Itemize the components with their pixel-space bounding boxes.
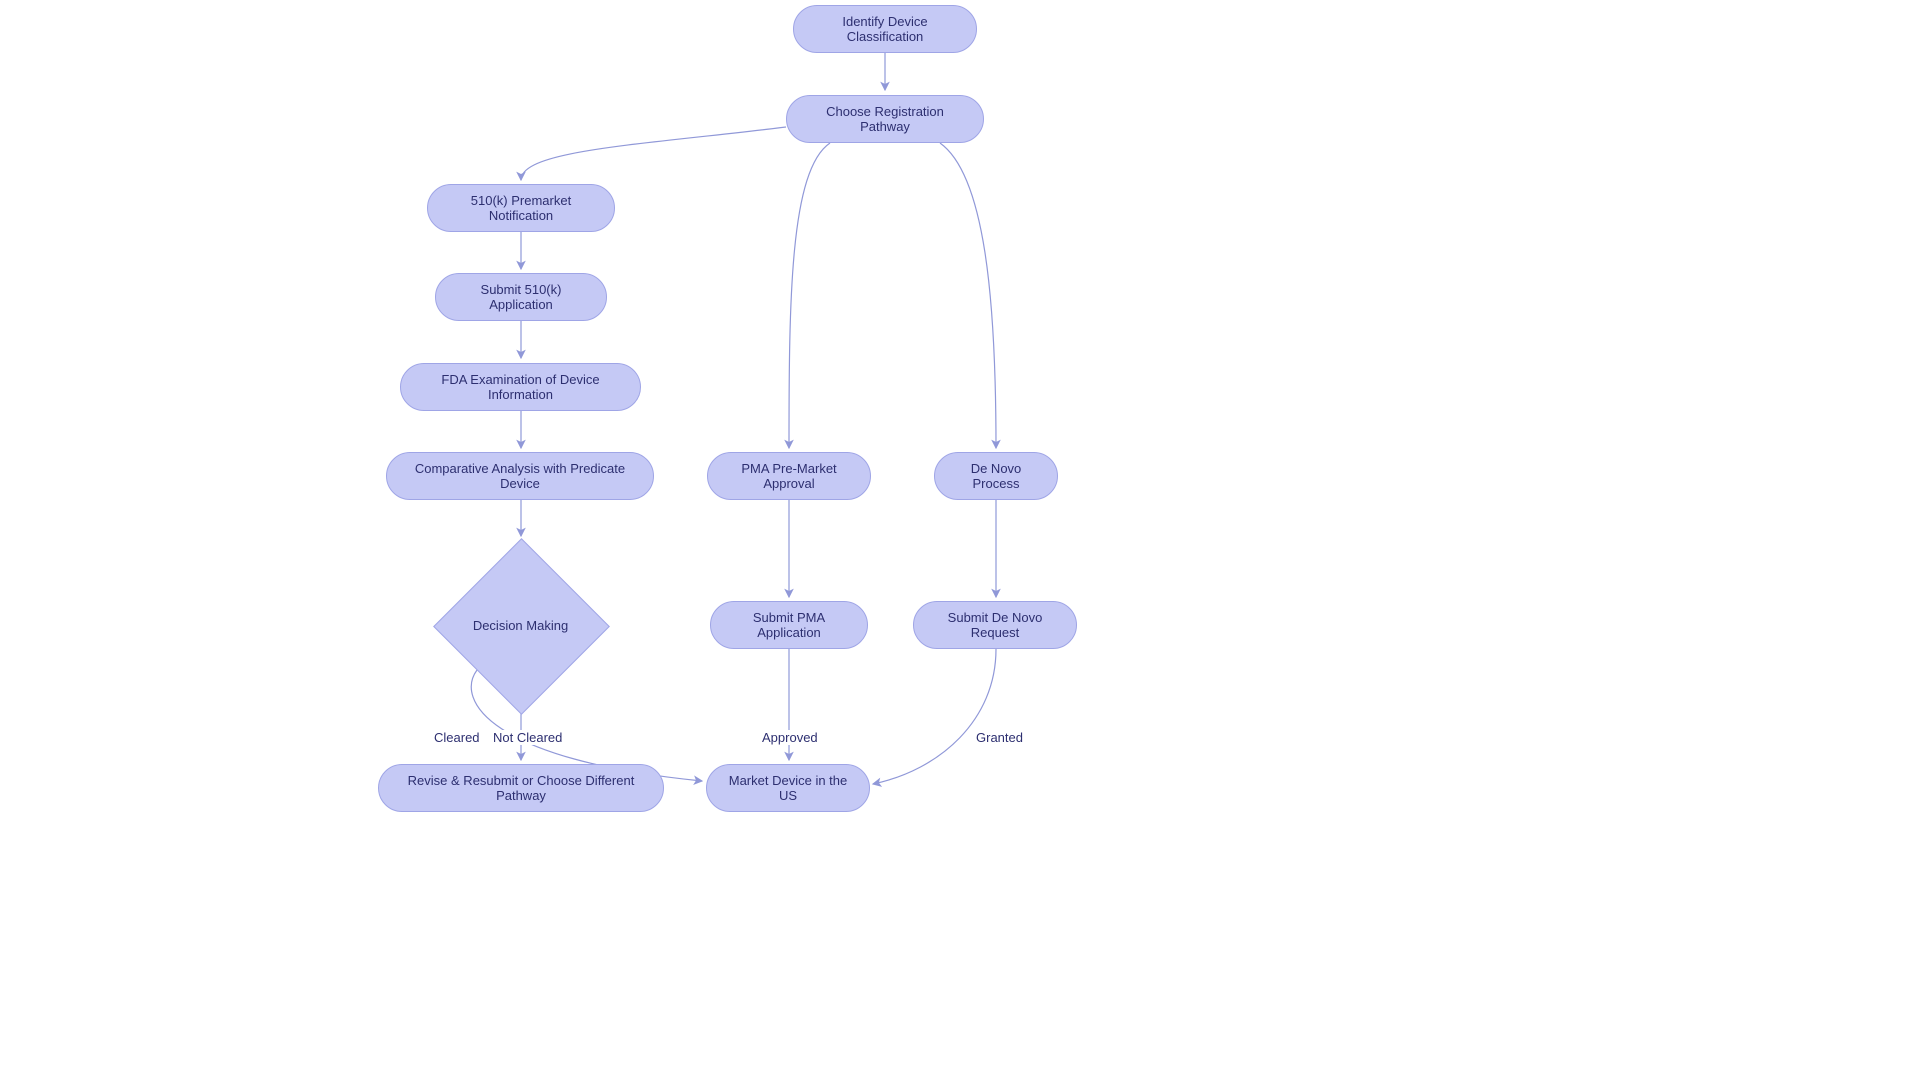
node-submitdn: Submit De Novo Request (913, 601, 1077, 649)
node-pma: PMA Pre-Market Approval (707, 452, 871, 500)
edge-label-decision-revise: Not Cleared (491, 730, 564, 745)
node-revise: Revise & Resubmit or Choose Different Pa… (378, 764, 664, 812)
node-market: Market Device in the US (706, 764, 870, 812)
edge-choose-denovo (940, 143, 996, 448)
node-submit510: Submit 510(k) Application (435, 273, 607, 321)
edge-label-submitdn-market: Granted (974, 730, 1025, 745)
node-k510: 510(k) Premarket Notification (427, 184, 615, 232)
node-identify: Identify Device Classification (793, 5, 977, 53)
node-fdaexam: FDA Examination of Device Information (400, 363, 641, 411)
edge-label-decision-market: Cleared (432, 730, 482, 745)
node-denovo: De Novo Process (934, 452, 1058, 500)
node-submitpma: Submit PMA Application (710, 601, 868, 649)
node-label-decision: Decision Making (459, 564, 582, 687)
edge-submitdn-market (873, 649, 996, 784)
node-choose: Choose Registration Pathway (786, 95, 984, 143)
edge-label-submitpma-market: Approved (760, 730, 820, 745)
node-compare: Comparative Analysis with Predicate Devi… (386, 452, 654, 500)
node-decision: Decision Making (459, 564, 582, 687)
edge-choose-k510 (521, 127, 786, 180)
edge-choose-pma (789, 143, 830, 448)
flowchart-edges (0, 0, 1920, 1080)
